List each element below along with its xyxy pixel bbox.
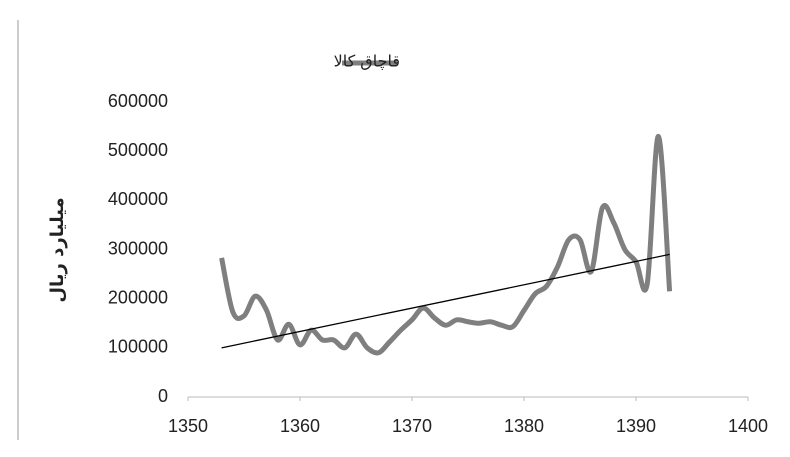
chart: میلیارد ریال 0 100000 200000 300000 400000 50…	[0, 0, 790, 457]
y-tick-label: 600000	[108, 91, 168, 111]
y-tick-label: 0	[158, 386, 168, 406]
x-tick-label: 1370	[392, 416, 432, 436]
x-tick-label: 1380	[504, 416, 544, 436]
y-tick-label: 500000	[108, 140, 168, 160]
y-axis-label: میلیارد ریال	[47, 197, 68, 302]
y-tick-label: 100000	[108, 337, 168, 357]
trend-line	[222, 254, 670, 347]
data-line	[222, 136, 670, 353]
y-tick-label: 200000	[108, 287, 168, 307]
x-tick-label: 1400	[728, 416, 768, 436]
y-tick-label: 400000	[108, 189, 168, 209]
x-tick-label: 1360	[280, 416, 320, 436]
y-tick-label: 300000	[108, 238, 168, 258]
x-tick-label: 1350	[168, 416, 208, 436]
legend-label: قاچاق کالا	[334, 52, 400, 71]
x-tick-label: 1390	[616, 416, 656, 436]
